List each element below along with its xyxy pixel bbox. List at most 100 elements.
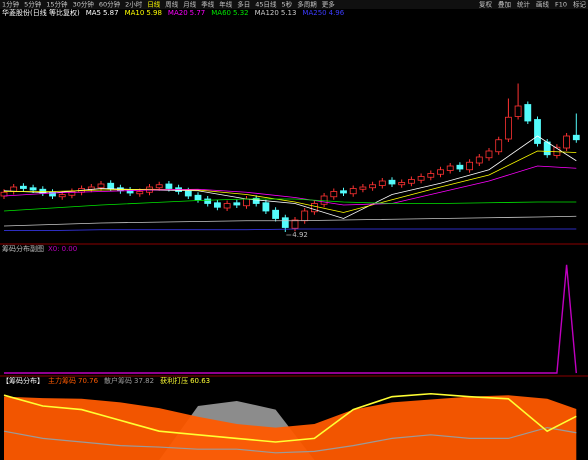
legend-value: 5.98 <box>146 9 162 17</box>
candle-body <box>165 183 173 189</box>
candle-body <box>369 184 377 189</box>
candle-body <box>281 217 289 228</box>
legend-name: MA20 <box>168 9 188 17</box>
candle-body <box>233 202 241 206</box>
toolbar: 1分钟 5分钟 15分钟 30分钟 60分钟 2小时 日线 周线 月线 季线 年线 多日 45日线 5秒多… <box>2 0 587 9</box>
candle-body <box>223 203 231 209</box>
tool-button[interactable]: F10 <box>555 1 567 9</box>
legend-value: 60.63 <box>190 377 210 385</box>
tool-button[interactable]: 复权 <box>479 0 493 9</box>
legend-value: 5.32 <box>233 9 249 17</box>
timeframe-tab[interactable]: 2小时 <box>125 0 143 9</box>
tool-button[interactable]: 标记 <box>573 0 587 9</box>
candle-body <box>126 189 134 194</box>
candle-body <box>437 169 444 175</box>
timeframe-tab[interactable]: 日线 <box>147 0 161 9</box>
ma-line <box>4 228 577 231</box>
tool-button[interactable]: 画线 <box>536 0 550 9</box>
candle-body <box>340 190 347 194</box>
timeframe-tab[interactable]: 1分钟 <box>2 0 20 9</box>
ma-line <box>4 150 577 213</box>
candle-body <box>456 164 464 170</box>
legend-name: MA60 <box>211 9 231 17</box>
candle-body <box>485 150 493 159</box>
chip-area <box>4 395 577 460</box>
timeframe-tab[interactable]: 月线 <box>183 0 197 9</box>
candle-body <box>213 202 221 208</box>
candle-body <box>320 195 328 205</box>
legend-name: X0: <box>48 245 60 253</box>
candle-body <box>291 219 299 229</box>
candle-body <box>466 161 474 171</box>
legend-value: 4.96 <box>329 9 345 17</box>
timeframe-tab[interactable]: 5分钟 <box>24 0 42 9</box>
candle-body <box>204 198 212 204</box>
tool-button[interactable]: 叠加 <box>498 0 511 9</box>
candle-body <box>504 116 512 140</box>
candle-body <box>272 209 280 219</box>
timeframe-tab[interactable]: 45日线 <box>255 0 277 9</box>
candle-body <box>301 210 309 222</box>
timeframe-tab[interactable]: 年线 <box>219 0 233 9</box>
candle-body <box>417 176 425 181</box>
ma-line <box>3 135 577 219</box>
indicator-panel: 筹码分布副图 X0: 0.00 <box>2 244 577 374</box>
legend-value: 5.77 <box>190 9 206 17</box>
low-label: 4.92 <box>292 231 308 239</box>
timeframe-tab[interactable]: 季线 <box>201 0 215 9</box>
candle-body <box>184 190 192 197</box>
ma-line <box>3 215 577 227</box>
candle-body <box>29 187 37 191</box>
chip-line <box>3 392 577 443</box>
candle-body <box>407 179 415 184</box>
chip-panel: 【筹码分布】 主力筹码 70.76 散户筹码 37.82 获利打压 60.63 <box>2 376 577 460</box>
legend-value: 70.76 <box>78 377 99 385</box>
legend-name: MA250 <box>302 9 326 17</box>
timeframe-tab[interactable]: 15分钟 <box>46 0 68 9</box>
candle-body <box>243 198 250 207</box>
candle-body <box>49 191 56 197</box>
legend-name: 获利打压 <box>160 376 188 385</box>
candle-body <box>446 165 454 171</box>
ma-line <box>3 165 577 206</box>
candle-body <box>378 180 386 186</box>
price-panel: 华菱股份(日线 等比复权) MA5 5.87 MA10 5.98 MA20 5.77 MA60… <box>0 8 580 239</box>
candle-body <box>524 104 532 122</box>
tool-button[interactable]: 统计 <box>517 0 531 9</box>
chip-line <box>3 426 577 454</box>
timeframe-tab[interactable]: 5秒 <box>282 0 293 9</box>
panel-title: 【筹码分布】 <box>2 376 44 385</box>
candle-body <box>252 197 260 204</box>
panel-title: 筹码分布副图 <box>2 244 44 253</box>
legend-value: 0.00 <box>62 245 78 253</box>
ma-line <box>3 198 577 212</box>
timeframe-tab[interactable]: 更多 <box>322 0 336 9</box>
candle-body <box>330 191 338 198</box>
candle-body <box>19 185 27 189</box>
legend-name: 散户筹码 <box>104 376 132 385</box>
candle-body <box>534 119 541 144</box>
candle-body <box>475 156 483 164</box>
candle-body <box>514 105 522 117</box>
toolbar-bg <box>0 0 588 9</box>
candle-body <box>398 182 406 186</box>
timeframe-tab[interactable]: 60分钟 <box>99 0 121 9</box>
candle-body <box>194 194 202 201</box>
timeframe-tab[interactable]: 多周期 <box>297 0 317 9</box>
candle-body <box>97 183 105 189</box>
candle-body <box>310 203 318 213</box>
candle-body <box>359 186 367 190</box>
indicator-line <box>4 264 577 374</box>
legend-value: 5.87 <box>103 9 119 17</box>
timeframe-tab[interactable]: 多日 <box>237 0 250 9</box>
chart-title: 华菱股份(日线 等比复权) <box>2 8 80 17</box>
candle-body <box>58 194 66 198</box>
candle-body <box>349 188 357 195</box>
candle-body <box>572 134 580 141</box>
timeframe-tab[interactable]: 周线 <box>165 0 179 9</box>
legend-name: MA120 <box>255 9 279 17</box>
legend-value: 37.82 <box>134 377 154 385</box>
timeframe-tab[interactable]: 30分钟 <box>73 0 95 9</box>
